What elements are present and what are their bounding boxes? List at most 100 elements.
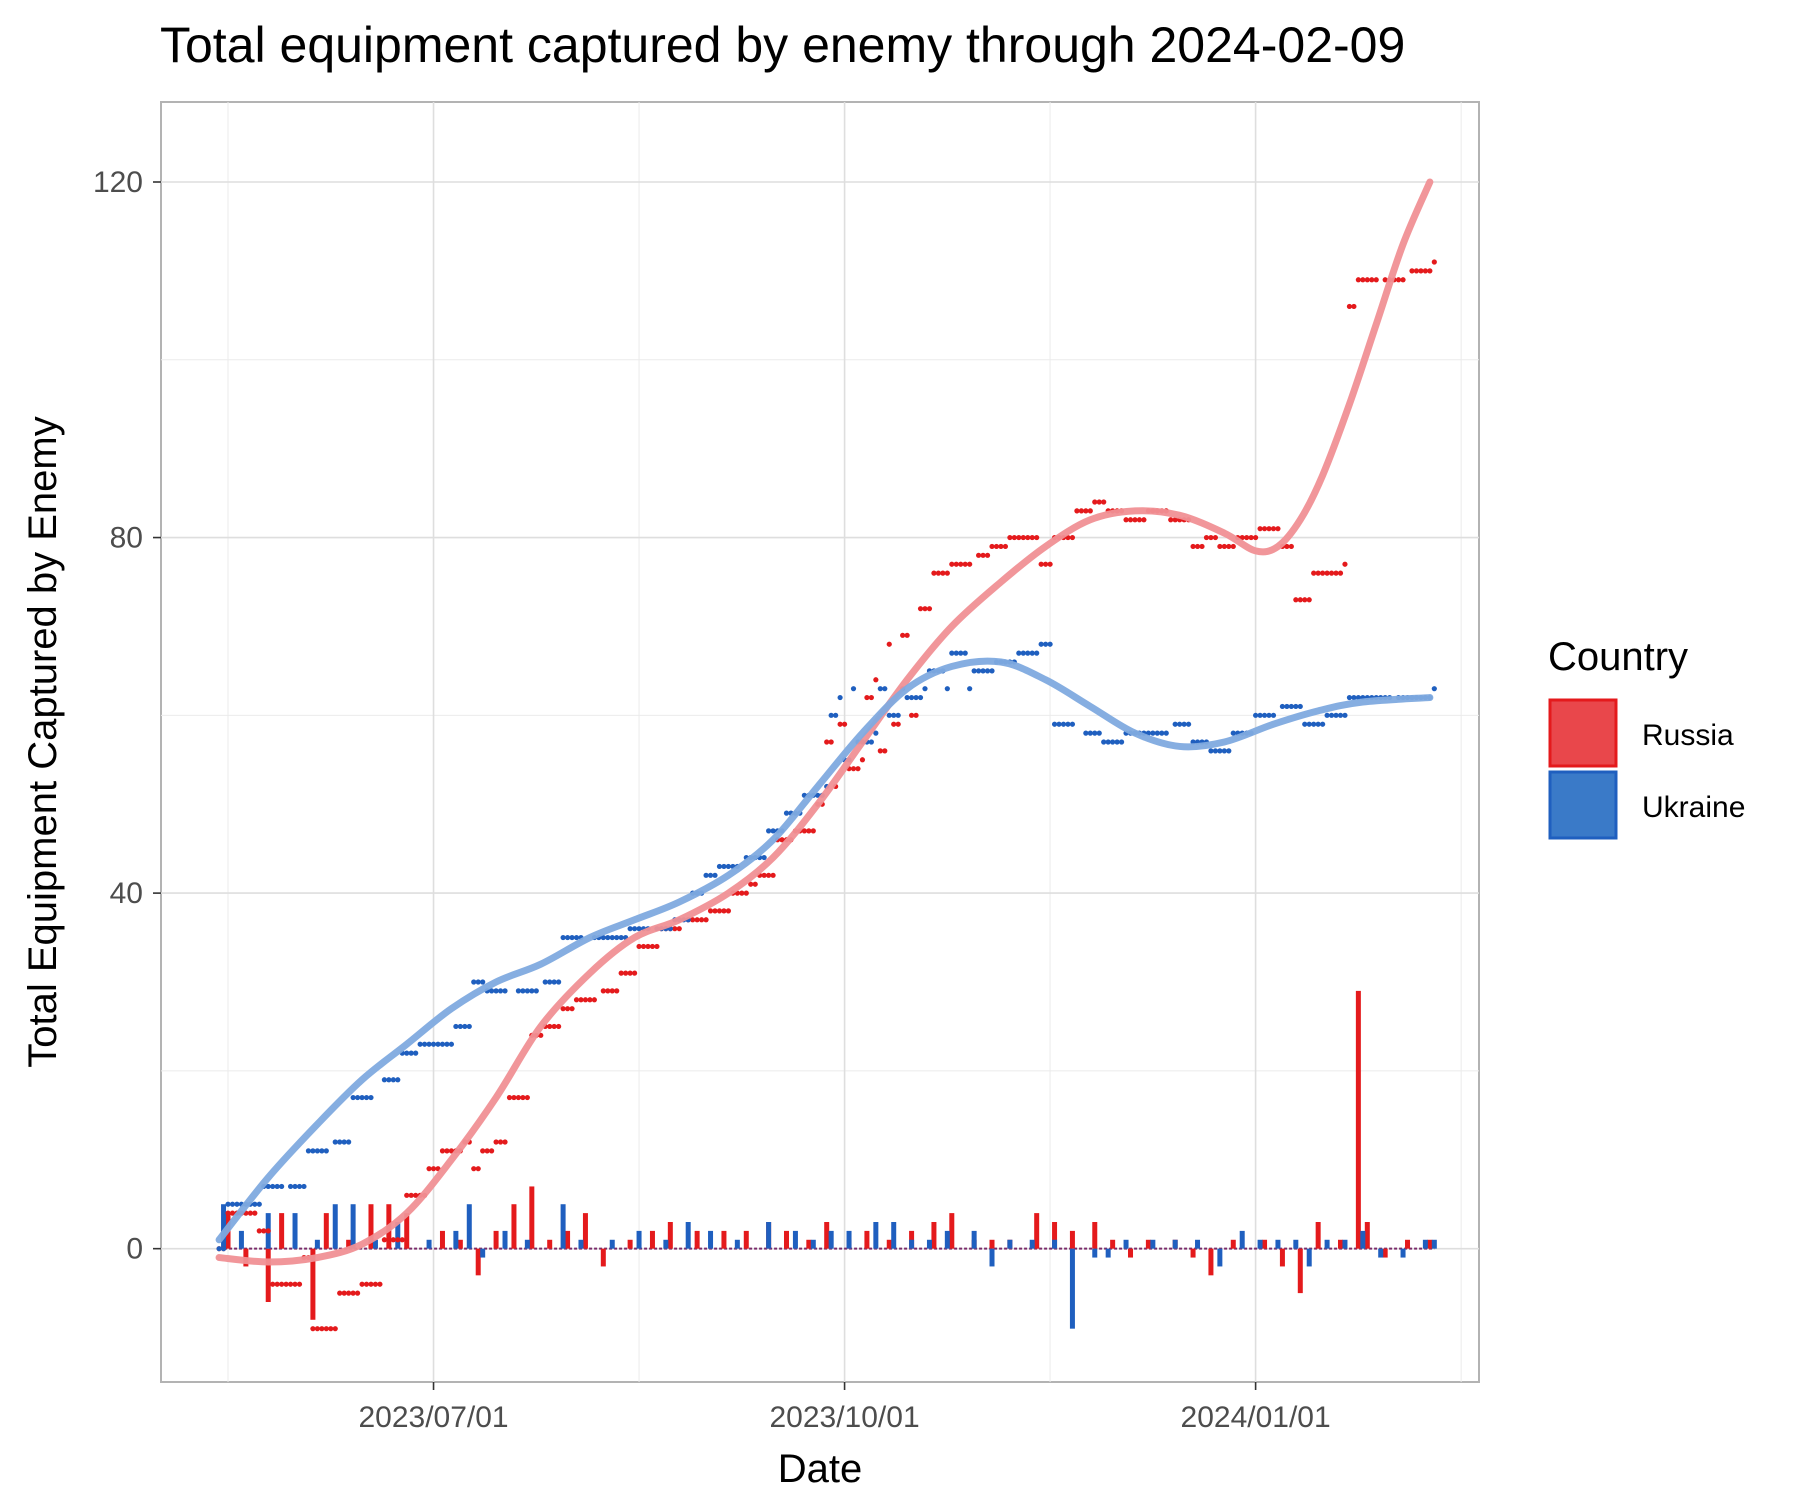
russia-cumulative-point (341, 1290, 347, 1296)
russia-cumulative-point (1351, 303, 1357, 310)
ukraine-cumulative-point (287, 1183, 294, 1190)
russia-cumulative-point (497, 1139, 504, 1145)
ukraine-cumulative-point (707, 872, 714, 878)
russia-cumulative-point (292, 1281, 298, 1287)
ukraine-cumulative-point (252, 1201, 258, 1207)
ukraine-daily-bar (766, 1222, 772, 1249)
ukraine-cumulative-point (783, 810, 790, 816)
russia-daily-bar (1230, 1239, 1236, 1249)
russia-daily-bar (1145, 1239, 1151, 1249)
ukraine-daily-bar (989, 1248, 995, 1267)
ukraine-cumulative-point (489, 988, 495, 994)
ukraine-daily-bar (810, 1239, 816, 1249)
ukraine-cumulative-point (310, 1148, 316, 1154)
russia-cumulative-point (296, 1281, 303, 1287)
ukraine-cumulative-point (1069, 721, 1076, 727)
russia-cumulative-point (1078, 508, 1084, 514)
ukraine-cumulative-point (462, 1023, 468, 1030)
russia-cumulative-point (1194, 543, 1201, 550)
russia-cumulative-point (1302, 597, 1308, 603)
ukraine-cumulative-point (815, 792, 821, 798)
legend-key-russia (1548, 698, 1618, 768)
russia-cumulative-point (1257, 526, 1263, 532)
russia-cumulative-point (1141, 517, 1147, 523)
ukraine-cumulative-point (524, 988, 530, 994)
ukraine-cumulative-point (980, 668, 986, 674)
russia-cumulative-point (1127, 517, 1134, 523)
legend-label-russia: Russia (1642, 719, 1734, 752)
russia-cumulative-point (1203, 534, 1210, 541)
ukraine-cumulative-point (837, 694, 843, 701)
russia-cumulative-point (989, 543, 995, 550)
russia-daily-bar (1279, 1248, 1285, 1267)
ukraine-cumulative-point (712, 872, 718, 878)
ukraine-cumulative-point (944, 686, 950, 692)
ukraine-daily-bar (560, 1204, 566, 1249)
ukraine-daily-bar (734, 1239, 740, 1249)
russia-cumulative-point (1029, 534, 1035, 541)
x-tick-label: 2023/07/01 (358, 1401, 508, 1434)
russia-cumulative-point (493, 1139, 499, 1145)
russia-cumulative-point (287, 1281, 294, 1287)
russia-cumulative-point (229, 1210, 236, 1216)
russia-cumulative-point (824, 739, 830, 745)
ukraine-cumulative-point (314, 1148, 320, 1154)
russia-cumulative-point (1431, 259, 1437, 265)
russia-cumulative-point (1226, 543, 1232, 550)
legend-key-ukraine (1548, 770, 1618, 840)
russia-cumulative-point (984, 552, 991, 558)
russia-cumulative-point (993, 543, 1000, 550)
russia-daily-bar (565, 1230, 571, 1249)
russia-cumulative-point (1320, 570, 1326, 576)
russia-daily-bar (627, 1239, 633, 1249)
ukraine-cumulative-point (413, 1050, 419, 1056)
ukraine-daily-bar (332, 1204, 338, 1249)
russia-cumulative-point (359, 1281, 365, 1287)
russia-cumulative-point (752, 881, 758, 887)
russia-cumulative-point (439, 1148, 446, 1154)
russia-daily-bar (600, 1248, 606, 1267)
russia-cumulative-point (502, 1139, 508, 1145)
russia-daily-bar (439, 1230, 445, 1249)
ukraine-cumulative-point (1105, 739, 1111, 745)
russia-cumulative-point (1087, 508, 1093, 514)
ukraine-cumulative-point (1266, 712, 1272, 718)
russia-daily-bar (864, 1230, 870, 1249)
russia-cumulative-point (386, 1237, 392, 1243)
russia-cumulative-point (1208, 534, 1214, 541)
russia-cumulative-point (716, 908, 723, 914)
ukraine-cumulative-point (404, 1050, 410, 1056)
russia-daily-bar (1190, 1248, 1196, 1258)
russia-cumulative-point (1020, 534, 1026, 541)
russia-cumulative-point (886, 641, 892, 647)
ukraine-cumulative-point (761, 854, 767, 861)
russia-daily-bar (582, 1213, 588, 1249)
ukraine-daily-bar (1069, 1248, 1075, 1329)
ukraine-cumulative-point (958, 650, 964, 656)
ukraine-cumulative-point (279, 1183, 285, 1190)
russia-cumulative-point (1346, 303, 1353, 310)
plot-panel (160, 101, 1480, 1383)
ukraine-daily-bar (891, 1222, 897, 1249)
russia-cumulative-point (998, 543, 1004, 550)
russia-cumulative-point (1038, 561, 1044, 567)
russia-cumulative-point (1016, 534, 1022, 541)
russia-cumulative-point (645, 943, 651, 950)
ukraine-cumulative-point (1230, 730, 1236, 736)
russia-daily-bar (368, 1204, 374, 1249)
ukraine-cumulative-point (556, 979, 562, 985)
russia-cumulative-point (859, 757, 866, 763)
russia-cumulative-point (623, 970, 629, 976)
ukraine-daily-bar (1052, 1239, 1058, 1249)
ukraine-daily-bar (708, 1230, 714, 1249)
russia-cumulative-point (1395, 277, 1402, 283)
russia-cumulative-point (1244, 534, 1250, 541)
russia-daily-bar (1069, 1230, 1075, 1249)
ukraine-cumulative-point (515, 988, 522, 994)
ukraine-daily-bar (221, 1204, 227, 1249)
russia-cumulative-point (444, 1148, 450, 1154)
ukraine-cumulative-point (614, 934, 620, 941)
russia-cumulative-point (511, 1094, 517, 1101)
russia-cumulative-point (949, 561, 955, 567)
ukraine-cumulative-point (1355, 694, 1361, 701)
